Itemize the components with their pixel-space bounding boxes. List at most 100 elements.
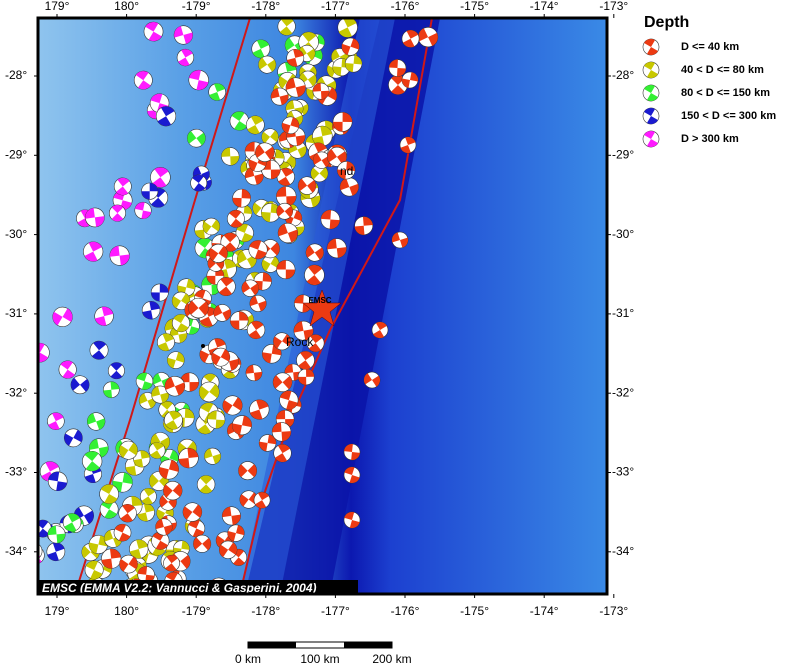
ball-bg [17, 522, 40, 545]
lon-label: -174° [530, 604, 559, 618]
ball-quadrant [206, 267, 224, 285]
ball-quadrant [232, 189, 251, 208]
ball-quadrant [278, 168, 294, 186]
ball-quadrant [87, 413, 105, 430]
place-label: nd [340, 164, 353, 178]
ball-quadrant [84, 451, 100, 471]
ball-quadrant [17, 522, 40, 545]
focal-mechanism [305, 243, 324, 262]
ball-quadrant [70, 377, 90, 392]
legend-label: 40 < D <= 80 km [681, 64, 764, 76]
focal-mechanism [258, 55, 277, 74]
focal-mechanism [337, 18, 358, 38]
lon-label: 180° [114, 604, 139, 618]
focal-mechanism [150, 167, 171, 188]
focal-mechanism [253, 491, 271, 509]
focal-mechanism [143, 21, 164, 42]
ball-quadrant [94, 306, 114, 326]
ball-quadrant [165, 411, 182, 430]
ball-quadrant [298, 351, 313, 370]
ball-quadrant [222, 506, 241, 525]
focal-mechanism [188, 297, 209, 319]
focal-mechanism [163, 554, 180, 572]
focal-mechanism [173, 25, 193, 45]
focal-mechanism [320, 209, 341, 230]
focal-mechanism [84, 560, 104, 580]
focal-mechanism [83, 241, 104, 262]
ball-quadrant [279, 390, 298, 410]
ball-quadrant [273, 375, 292, 390]
lon-label: -174° [530, 0, 559, 13]
ball-quadrant [400, 137, 416, 153]
ball-quadrant [137, 566, 155, 584]
ball-quadrant [223, 232, 237, 252]
ball-quadrant [644, 39, 658, 55]
ball-quadrant [229, 210, 243, 228]
focal-mechanism [248, 240, 268, 260]
ball-quadrant [142, 301, 160, 320]
focal-mechanism [642, 38, 660, 56]
focal-mechanism [150, 283, 169, 302]
ball-quadrant [60, 360, 75, 379]
focal-mechanism [261, 202, 281, 223]
ball-quadrant [38, 343, 49, 363]
ball-quadrant [203, 219, 220, 234]
lon-label: -179° [182, 0, 211, 13]
focal-mechanism [108, 204, 126, 222]
ball-quadrant [157, 106, 175, 126]
ball-quadrant [298, 178, 316, 193]
focal-mechanism [297, 176, 317, 195]
focal-mechanism [82, 451, 103, 472]
ball-quadrant [285, 210, 302, 226]
focal-mechanism [306, 334, 325, 353]
ball-quadrant [189, 70, 209, 90]
ball-quadrant [177, 278, 196, 296]
focal-mechanism [281, 116, 300, 135]
focal-mechanism [310, 164, 329, 183]
ball-quadrant [116, 177, 130, 195]
ball-quadrant [151, 283, 169, 302]
ball-quadrant [119, 556, 138, 572]
focal-mechanism [642, 130, 660, 148]
ball-quadrant [150, 442, 164, 459]
ball-quadrant [248, 321, 264, 339]
ball-quadrant [285, 77, 306, 97]
ball-quadrant [150, 433, 170, 450]
lat-label: -28° [612, 68, 634, 82]
ball-bg [14, 572, 39, 597]
ball-quadrant [135, 71, 151, 90]
focal-mechanism [235, 223, 254, 243]
ball-quadrant [100, 484, 118, 504]
focal-mechanism [211, 347, 231, 367]
focal-mechanism [279, 390, 299, 410]
focal-mechanism [354, 216, 374, 236]
ball-bg [17, 522, 40, 545]
ball-quadrant [239, 492, 258, 507]
legend-label: 80 < D <= 150 km [681, 87, 770, 99]
focal-mechanism [216, 277, 236, 297]
ball-quadrant [64, 429, 83, 446]
ball-quadrant [38, 520, 50, 538]
focal-mechanism [271, 422, 292, 442]
ball-quadrant [192, 174, 206, 192]
lat-label: -33° [612, 465, 634, 479]
ball-quadrant [232, 415, 252, 435]
focal-mechanism [163, 480, 183, 501]
ball-quadrant [259, 434, 276, 452]
ball-quadrant [247, 115, 264, 135]
ball-quadrant [255, 144, 275, 160]
focal-mechanism [399, 136, 417, 154]
ball-quadrant [193, 537, 211, 551]
ball-quadrant [167, 352, 185, 369]
focal-mechanism [141, 182, 159, 200]
focal-mechanism [213, 304, 232, 322]
lon-label: -173° [599, 604, 628, 618]
ball-quadrant [276, 260, 296, 279]
ball-quadrant [271, 88, 289, 105]
focal-mechanism [133, 70, 153, 90]
ball-quadrant [136, 372, 153, 390]
focal-mechanism [182, 502, 203, 522]
epicenter-label: EMSC [308, 296, 331, 305]
scale-bar [247, 641, 393, 649]
ball-quadrant [110, 362, 123, 379]
